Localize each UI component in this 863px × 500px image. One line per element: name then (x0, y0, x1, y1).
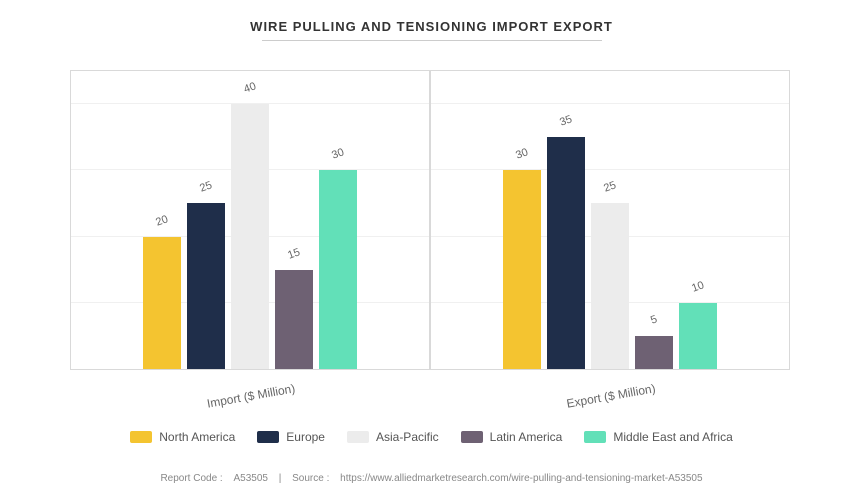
bar: 30 (503, 170, 541, 369)
bar: 30 (319, 170, 357, 369)
bar-value-label: 25 (198, 180, 214, 195)
bar-value-label: 5 (649, 313, 659, 326)
legend-item: Europe (257, 430, 325, 444)
bar-value-label: 30 (514, 147, 530, 162)
footer: Report Code : A53505 | Source : https://… (0, 473, 863, 484)
title-wrap: WIRE PULLING AND TENSIONING IMPORT EXPOR… (0, 0, 863, 41)
bars-export: 303525510 (431, 71, 789, 369)
bar-value-label: 25 (602, 180, 618, 195)
bar: 35 (547, 137, 585, 369)
legend-item: Asia-Pacific (347, 430, 439, 444)
bar-value-label: 15 (286, 246, 302, 261)
chart-container: WIRE PULLING AND TENSIONING IMPORT EXPOR… (0, 0, 863, 500)
legend-item: Middle East and Africa (584, 430, 732, 444)
bar: 15 (275, 270, 313, 369)
legend-label: Asia-Pacific (376, 430, 439, 444)
report-label: Report Code : (156, 473, 226, 484)
legend-swatch (584, 431, 606, 443)
legend: North America Europe Asia-Pacific Latin Ame… (0, 430, 863, 444)
source-label: Source : (288, 473, 333, 484)
bar-value-label: 10 (690, 279, 706, 294)
bar: 5 (635, 336, 673, 369)
bar: 10 (679, 303, 717, 369)
panel-export: 303525510 Export ($ Million) (430, 70, 790, 370)
panel-import: 2025401530 Import ($ Million) (70, 70, 430, 370)
chart-area: 2025401530 Import ($ Million) 303525510 … (70, 70, 790, 370)
plot-export: 303525510 (431, 70, 790, 369)
source-url: https://www.alliedmarketresearch.com/wir… (336, 473, 706, 484)
bars-import: 2025401530 (71, 71, 429, 369)
bar-value-label: 30 (330, 147, 346, 162)
bar-value-label: 20 (154, 213, 170, 228)
footer-sep: | (275, 473, 286, 484)
plot-import: 2025401530 (71, 70, 430, 369)
legend-swatch (347, 431, 369, 443)
bar: 25 (187, 203, 225, 369)
legend-label: Middle East and Africa (613, 430, 732, 444)
bar: 20 (143, 237, 181, 369)
bar-value-label: 35 (558, 114, 574, 129)
legend-swatch (257, 431, 279, 443)
legend-label: Europe (286, 430, 325, 444)
legend-label: Latin America (490, 430, 563, 444)
legend-label: North America (159, 430, 235, 444)
legend-swatch (130, 431, 152, 443)
title-underline (262, 40, 602, 41)
legend-swatch (461, 431, 483, 443)
category-label-import: Import ($ Million) (205, 381, 295, 410)
legend-item: North America (130, 430, 235, 444)
bar-value-label: 40 (242, 80, 258, 95)
bar: 25 (591, 203, 629, 369)
legend-item: Latin America (461, 430, 563, 444)
category-label-export: Export ($ Million) (565, 381, 656, 410)
chart-title: WIRE PULLING AND TENSIONING IMPORT EXPOR… (250, 19, 613, 40)
bar: 40 (231, 104, 269, 369)
report-code: A53505 (229, 473, 271, 484)
